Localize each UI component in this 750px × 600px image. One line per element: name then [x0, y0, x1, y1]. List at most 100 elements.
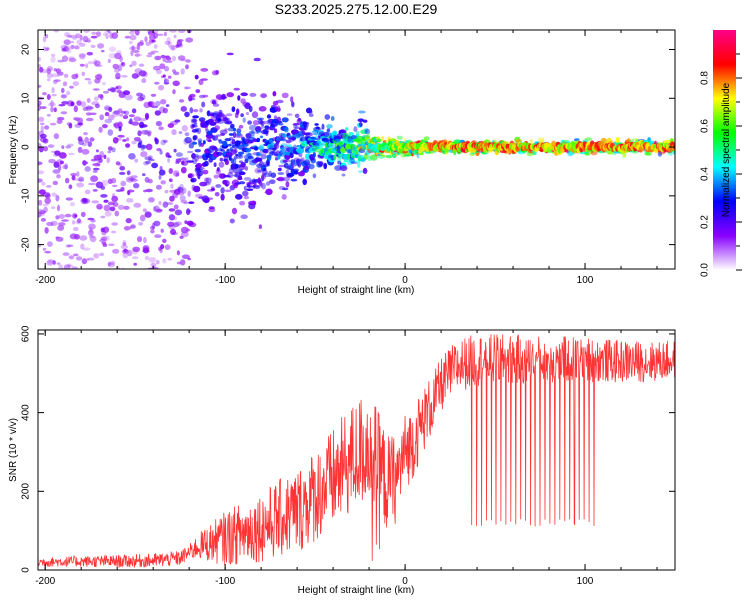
spectrogram-point: [303, 125, 308, 131]
spectrogram-point: [155, 69, 162, 75]
spectrogram-point: [185, 59, 191, 63]
spectrogram-point: [130, 50, 134, 57]
colorbar-gradient: [713, 30, 736, 270]
spectrogram-point: [83, 132, 88, 136]
spectrogram-point: [175, 152, 183, 157]
spectrogram-point: [192, 141, 198, 145]
spectrogram-point: [172, 89, 176, 95]
spectrogram-point: [119, 20, 122, 26]
spectrogram-point: [44, 22, 48, 27]
spectrogram-point: [216, 119, 225, 124]
spectrogram-point: [283, 126, 289, 133]
spectrogram-point: [142, 173, 146, 177]
spectrogram-point: [363, 153, 369, 160]
spectrogram-point: [199, 181, 208, 187]
spectrogram-point: [131, 121, 140, 126]
spectrogram-point: [93, 167, 100, 171]
spectrogram-point: [364, 136, 370, 140]
spectrogram-point: [112, 248, 120, 254]
x-tick-label: 0: [402, 576, 408, 587]
spectrogram-point: [251, 111, 259, 119]
spectrogram-point: [180, 68, 185, 75]
spectrogram-point: [380, 136, 384, 142]
spectrogram-point: [112, 63, 119, 69]
spectrogram-point: [162, 74, 166, 78]
spectrogram-point: [270, 172, 277, 178]
spectrogram-point: [122, 252, 129, 259]
spectrogram-point: [226, 92, 234, 98]
spectrogram-point: [152, 65, 161, 71]
spectrogram-point: [138, 23, 143, 26]
spectrogram-point: [72, 81, 80, 87]
spectrogram-point: [360, 141, 366, 144]
x-tick-label: 0: [402, 275, 408, 286]
spectrogram-point: [281, 138, 287, 142]
colorbar-ticks: 0.0 0.2 0.4 0.6 0.8: [700, 53, 742, 277]
spectrogram-point: [291, 101, 295, 108]
spectrogram-point: [42, 203, 49, 207]
spectrogram-point: [114, 210, 120, 217]
spectrogram-point: [156, 33, 164, 36]
spectrogram-point: [183, 86, 189, 90]
spectrogram-point: [220, 193, 225, 201]
spectrogram-point: [163, 65, 170, 72]
spectrogram-point: [138, 63, 145, 67]
spectrogram-point: [130, 224, 136, 229]
spectrogram-point: [148, 197, 155, 203]
spectrogram-point: [168, 178, 173, 182]
spectrogram-point: [215, 184, 222, 188]
spectrogram-point: [220, 96, 228, 99]
spectrogram-point: [166, 36, 171, 43]
spectrogram-point: [126, 198, 134, 203]
spectrogram-point: [129, 34, 137, 41]
x-tick-label: 100: [577, 576, 594, 587]
spectrogram-point: [69, 85, 74, 89]
spectrogram-point: [154, 138, 159, 145]
spectrogram-point: [173, 71, 180, 76]
spectrogram-point: [302, 178, 308, 186]
spectrogram-point: [158, 174, 162, 180]
spectrogram-point: [246, 185, 253, 188]
spectrogram-point: [381, 154, 386, 158]
spectrogram-point: [79, 42, 86, 47]
spectrogram-point: [166, 202, 174, 205]
spectrogram-point: [224, 128, 228, 132]
spectrogram-point: [147, 131, 151, 137]
spectrogram-point: [62, 164, 68, 170]
spectrogram-point: [226, 52, 234, 56]
spectrogram-point: [240, 113, 244, 118]
spectrogram-point: [187, 190, 191, 197]
spectrogram-point: [364, 128, 371, 135]
snr-frame: [37, 329, 676, 571]
spectrogram-point: [201, 101, 206, 108]
spectrogram-point: [183, 21, 190, 27]
spectrogram-point: [177, 30, 186, 34]
spectrogram-point: [83, 30, 90, 33]
spectrogram-point: [206, 197, 214, 200]
spectrogram-point: [62, 81, 68, 87]
snr-panel: -200 -100 0 100 0 200 400 600 Height of straigh…: [8, 325, 676, 596]
spectrogram-point: [40, 125, 44, 132]
spectrogram-point: [141, 71, 148, 78]
spectrogram-point: [226, 143, 232, 147]
spectrogram-point: [81, 71, 86, 77]
spectrogram-point: [179, 183, 184, 189]
spectrogram-point: [289, 151, 294, 159]
spectrogram-point: [49, 23, 56, 27]
spectrogram-point: [218, 161, 225, 168]
spectrogram-point: [176, 250, 180, 256]
spectrogram-point: [321, 123, 325, 130]
spectrogram-point: [155, 184, 162, 190]
x-tick-label: -200: [35, 576, 55, 587]
spectrogram-point: [240, 92, 248, 97]
spectrogram-point: [177, 39, 184, 42]
spectrogram-point: [133, 183, 140, 189]
spectrogram-point: [315, 126, 320, 130]
spectrogram-point: [622, 151, 627, 158]
spectrogram-point: [258, 106, 267, 112]
spectrogram-point: [163, 82, 170, 85]
spectrogram-point: [357, 118, 365, 122]
spectrogram-point: [107, 129, 114, 136]
spectrogram-point: [61, 101, 69, 105]
spectrogram-point: [231, 207, 238, 215]
